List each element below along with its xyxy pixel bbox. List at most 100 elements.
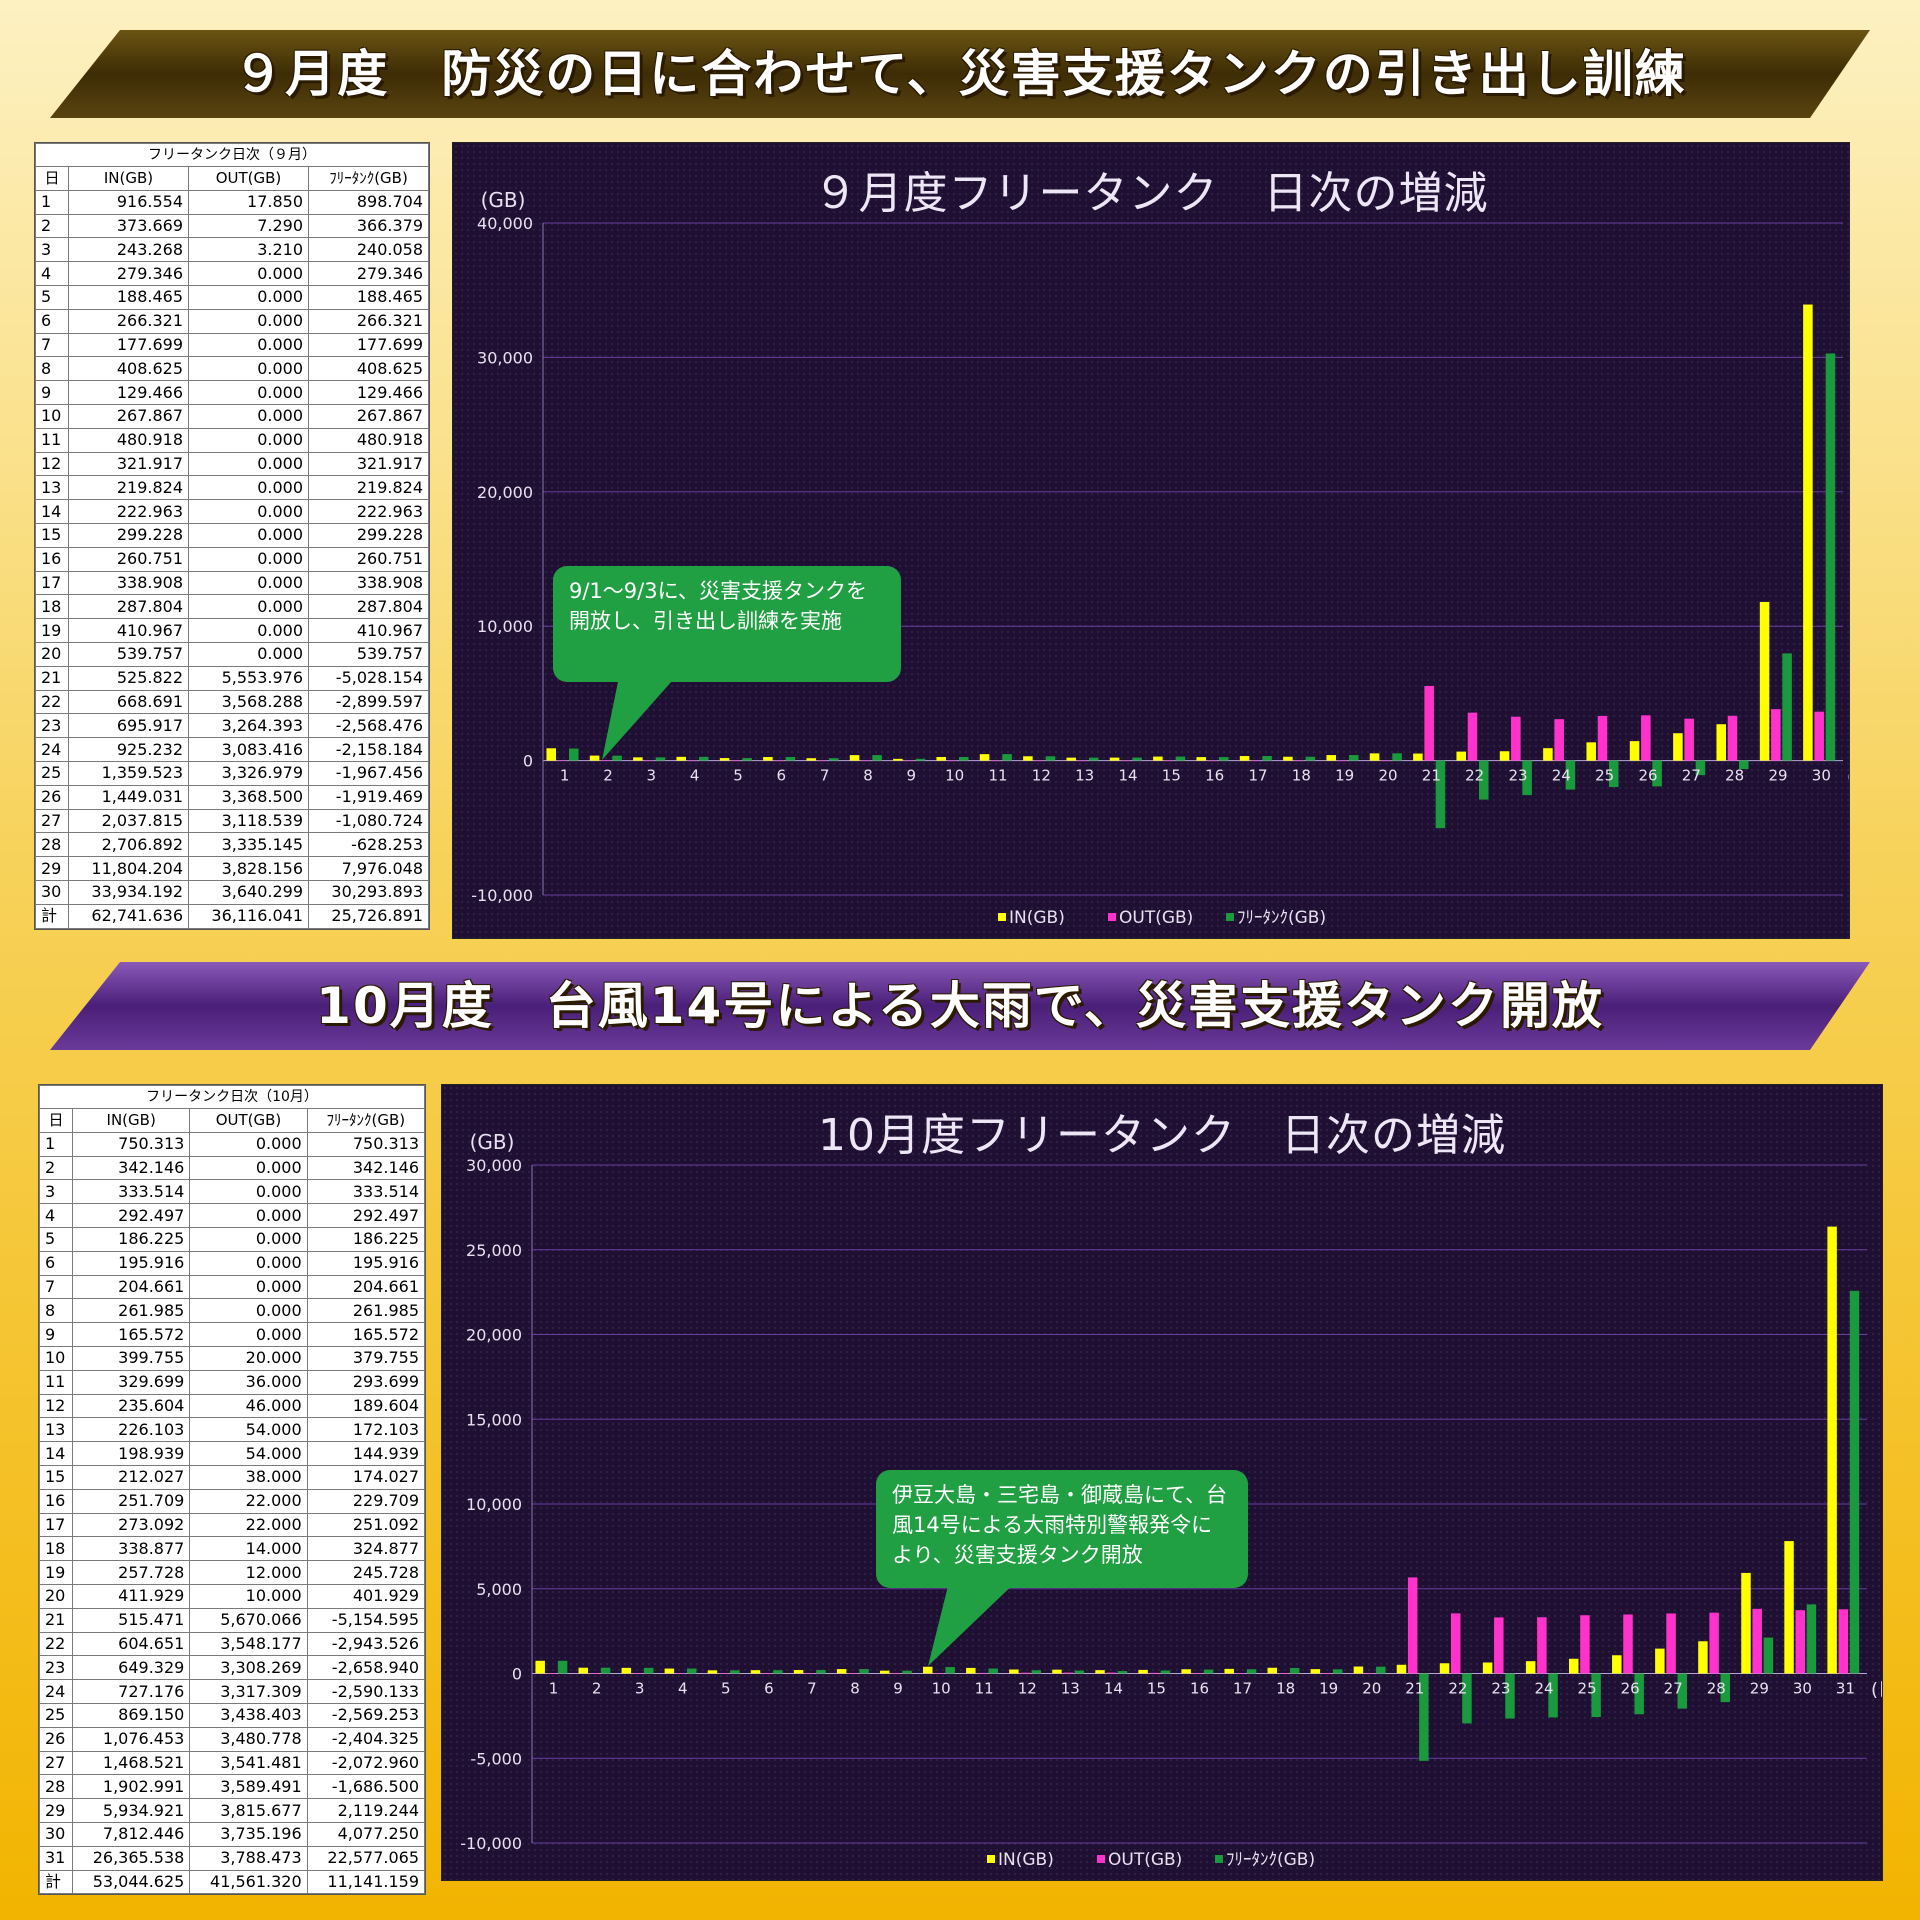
- table-cell: 54.000: [189, 1417, 308, 1443]
- bar-free-day-7: [816, 1670, 826, 1674]
- x-tick-label: 25: [1595, 767, 1614, 785]
- bar-in-day-15: [1153, 756, 1163, 761]
- bar-out-day-25: [1580, 1615, 1590, 1674]
- october-chart-svg: -10,000 -5,000 0 5,000 10,000 15,000 20,000 25,…: [460, 1130, 1882, 1870]
- bar-out-day-21: [1424, 685, 1434, 761]
- table-cell: 212.027: [71, 1464, 191, 1490]
- table-cell: -5,028.154: [308, 665, 429, 691]
- x-tick-label: 13: [1061, 1680, 1080, 1698]
- bar-out-day-1: [557, 760, 568, 761]
- table-cell: 27: [39, 1750, 73, 1776]
- x-tick-label: 22: [1448, 1680, 1467, 1698]
- bar-free-day-30: [1825, 353, 1836, 761]
- table-cell: 30: [39, 1821, 73, 1847]
- table-row: 22 604.651 3,548.177 -2,943.526: [39, 1631, 426, 1657]
- bar-out-day-26: [1623, 1614, 1633, 1674]
- table-row: 2 373.669 7.290 366.379: [35, 213, 429, 239]
- table-cell: 1,076.453: [71, 1726, 191, 1752]
- table-cell: 36,116.041: [188, 903, 309, 929]
- legend-swatch-in: [987, 1855, 995, 1863]
- table-cell: 15: [39, 1464, 73, 1490]
- table-cell: 0.000: [189, 1131, 308, 1157]
- table-cell: 8: [35, 356, 69, 382]
- bar-out-day-19: [1321, 1673, 1332, 1674]
- bar-out-day-5: [718, 1673, 729, 1674]
- september-chart-title: ９月度フリータンク 日次の増減: [813, 168, 1489, 219]
- bar-out-day-17: [1235, 1673, 1246, 1674]
- bar-free-day-14: [1117, 1671, 1128, 1674]
- table-cell: 195.916: [71, 1250, 191, 1276]
- bar-in-day-5: [707, 1670, 718, 1674]
- bar-free-day-9: [902, 1670, 912, 1674]
- bar-free-day-2: [612, 755, 622, 761]
- bar-out-day-2: [601, 760, 611, 762]
- table-cell: 33,934.192: [68, 879, 189, 905]
- bar-free-day-17: [1246, 1669, 1257, 1674]
- bar-free-day-9: [915, 758, 926, 761]
- table-cell: 4: [35, 261, 69, 286]
- table-cell: 299.228: [68, 522, 189, 548]
- table-cell: 3,589.491: [189, 1774, 308, 1800]
- legend-swatch-free: [1215, 1855, 1223, 1863]
- table-cell: 333.514: [71, 1179, 191, 1205]
- table-cell: 14: [39, 1441, 73, 1466]
- table-cell: -2,158.184: [308, 737, 429, 762]
- table-cell: -2,568.476: [308, 713, 429, 739]
- bar-out-day-20: [1364, 1673, 1375, 1674]
- x-tick-label: 17: [1233, 1680, 1252, 1698]
- table-cell: 5,670.066: [189, 1607, 308, 1633]
- table-cell: 0.000: [188, 570, 309, 596]
- bar-out-day-9: [904, 760, 914, 762]
- table-cell: 925.232: [68, 737, 189, 762]
- bar-out-day-15: [1149, 1672, 1160, 1674]
- october-table-caption: フリータンク日次（10月）: [39, 1085, 425, 1108]
- table-cell: -2,072.960: [306, 1750, 426, 1776]
- bar-out-day-10: [934, 1673, 944, 1674]
- table-header: ﾌﾘｰﾀﾝｸ(GB): [308, 166, 429, 191]
- table-cell: 293.699: [306, 1369, 426, 1395]
- table-row: 26 1,076.453 3,480.778 -2,404.325: [39, 1726, 426, 1752]
- bar-free-day-18: [1289, 1667, 1300, 1674]
- table-cell: 410.967: [68, 618, 189, 643]
- bar-in-day-19: [1326, 755, 1336, 761]
- x-tick-label: 3: [635, 1680, 645, 1698]
- bar-in-day-16: [1196, 757, 1206, 761]
- table-cell: 46.000: [189, 1393, 308, 1419]
- bar-free-day-6: [785, 757, 796, 761]
- bar-in-day-25: [1586, 742, 1596, 761]
- table-cell: 3.210: [188, 237, 309, 263]
- table-header: OUT(GB): [189, 1108, 308, 1133]
- table-cell: 24: [35, 737, 69, 762]
- table-cell: 22.000: [189, 1512, 308, 1538]
- bar-out-day-21: [1407, 1577, 1418, 1674]
- table-cell: 539.757: [308, 641, 429, 667]
- table-cell: 189.604: [306, 1393, 426, 1419]
- x-tick-label: 7: [807, 1680, 817, 1698]
- september-banner: ９月度 防災の日に合わせて、災害支援タンクの引き出し訓練: [50, 30, 1870, 118]
- x-tick-label: 10: [932, 1680, 951, 1698]
- bar-in-day-29: [1741, 1572, 1751, 1674]
- table-cell: 267.867: [308, 403, 429, 429]
- x-tick-label: 6: [764, 1680, 774, 1698]
- legend-label: OUT(GB): [1119, 908, 1193, 928]
- table-cell: 1,902.991: [71, 1774, 191, 1800]
- bar-out-day-14: [1106, 1672, 1116, 1674]
- bar-free-day-23: [1522, 760, 1532, 796]
- bar-out-day-12: [1034, 760, 1044, 762]
- table-cell: 266.321: [68, 308, 189, 334]
- table-cell: 195.916: [306, 1250, 426, 1276]
- table-cell: 24: [39, 1679, 73, 1704]
- y-axis-label: (GB): [481, 188, 526, 212]
- bar-free-day-30: [1806, 1604, 1817, 1674]
- x-tick-label: 11: [975, 1680, 994, 1698]
- table-cell: 292.497: [71, 1203, 191, 1228]
- table-row: 23 649.329 3,308.269 -2,658.940: [39, 1655, 426, 1681]
- table-cell: 916.554: [68, 189, 189, 215]
- bar-out-day-16: [1192, 1673, 1203, 1674]
- table-row: 17 273.092 22.000 251.092: [39, 1512, 426, 1538]
- table-header: OUT(GB): [188, 166, 309, 191]
- bar-free-day-1: [569, 748, 579, 761]
- legend-label: ﾌﾘｰﾀﾝｸ(GB): [1226, 1850, 1315, 1870]
- bar-in-day-4: [676, 756, 686, 761]
- table-cell: 38.000: [189, 1464, 308, 1490]
